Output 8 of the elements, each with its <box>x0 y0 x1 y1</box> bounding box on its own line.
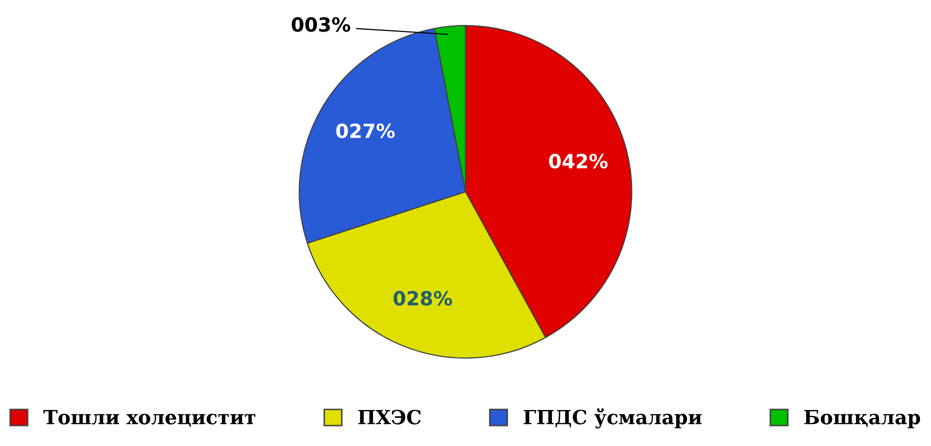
legend-label: ПХЭС <box>358 410 421 424</box>
data-label: 042% <box>549 154 608 168</box>
legend-label: ГПДС ўсмалари <box>524 408 702 428</box>
data-label: 028% <box>394 290 452 306</box>
data-label: 027% <box>336 123 395 138</box>
legend-label: Тошли холецистит <box>43 410 256 427</box>
legend-label: Бошқалар <box>804 410 920 428</box>
data-label: 003% <box>292 17 350 32</box>
